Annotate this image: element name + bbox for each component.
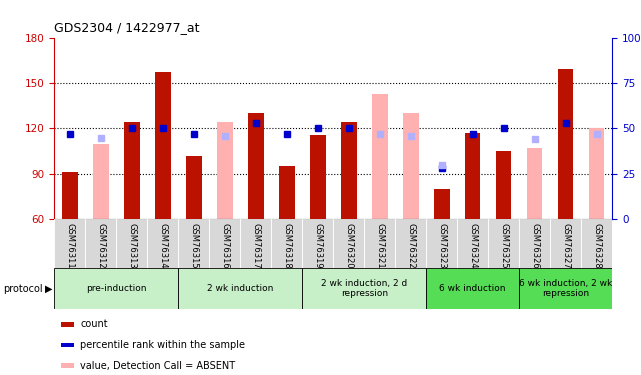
FancyBboxPatch shape — [54, 219, 85, 268]
Bar — [519, 268, 612, 309]
FancyBboxPatch shape — [426, 219, 457, 268]
Bar — [434, 189, 449, 219]
Bar — [558, 69, 574, 219]
Text: GSM76327: GSM76327 — [561, 223, 570, 269]
Text: GSM76317: GSM76317 — [251, 223, 260, 269]
FancyBboxPatch shape — [488, 219, 519, 268]
Bar — [426, 268, 519, 309]
FancyBboxPatch shape — [550, 219, 581, 268]
FancyBboxPatch shape — [178, 219, 210, 268]
Text: GSM76323: GSM76323 — [437, 223, 446, 269]
Bar — [434, 209, 449, 219]
Text: 6 wk induction, 2 wk
repression: 6 wk induction, 2 wk repression — [519, 279, 612, 298]
Text: GSM76314: GSM76314 — [158, 223, 167, 269]
Text: pre-induction: pre-induction — [86, 284, 147, 293]
Bar — [403, 113, 419, 219]
Bar — [178, 268, 303, 309]
Text: GSM76328: GSM76328 — [592, 223, 601, 269]
Text: GSM76322: GSM76322 — [406, 223, 415, 269]
Bar — [496, 151, 512, 219]
Text: GSM76315: GSM76315 — [189, 223, 199, 269]
FancyBboxPatch shape — [457, 219, 488, 268]
Bar — [303, 268, 426, 309]
Bar — [465, 133, 481, 219]
Bar — [186, 156, 202, 219]
Bar — [124, 122, 140, 219]
Text: GSM76325: GSM76325 — [499, 223, 508, 269]
FancyBboxPatch shape — [210, 219, 240, 268]
FancyBboxPatch shape — [395, 219, 426, 268]
Text: percentile rank within the sample: percentile rank within the sample — [81, 340, 246, 350]
Text: GSM76326: GSM76326 — [530, 223, 539, 269]
Bar — [54, 268, 178, 309]
Text: GSM76319: GSM76319 — [313, 223, 322, 269]
FancyBboxPatch shape — [271, 219, 303, 268]
Text: GSM76311: GSM76311 — [65, 223, 74, 269]
FancyBboxPatch shape — [581, 219, 612, 268]
Text: value, Detection Call = ABSENT: value, Detection Call = ABSENT — [81, 361, 236, 370]
Text: GSM76320: GSM76320 — [344, 223, 353, 269]
FancyBboxPatch shape — [117, 219, 147, 268]
Text: GSM76312: GSM76312 — [96, 223, 106, 269]
Bar — [527, 148, 542, 219]
Text: 2 wk induction: 2 wk induction — [207, 284, 274, 293]
Text: count: count — [81, 320, 108, 329]
FancyBboxPatch shape — [364, 219, 395, 268]
Bar — [155, 72, 171, 219]
Bar — [589, 129, 604, 219]
Bar — [372, 94, 388, 219]
Text: GSM76321: GSM76321 — [375, 223, 385, 269]
FancyBboxPatch shape — [333, 219, 364, 268]
Text: 6 wk induction: 6 wk induction — [440, 284, 506, 293]
FancyBboxPatch shape — [85, 219, 117, 268]
Bar — [279, 166, 295, 219]
Text: GSM76313: GSM76313 — [128, 223, 137, 269]
Bar — [341, 122, 356, 219]
FancyBboxPatch shape — [240, 219, 271, 268]
Bar — [217, 122, 233, 219]
Text: GSM76318: GSM76318 — [282, 223, 292, 269]
FancyBboxPatch shape — [519, 219, 550, 268]
Text: protocol: protocol — [3, 284, 43, 294]
Bar — [248, 113, 263, 219]
Text: GSM76316: GSM76316 — [221, 223, 229, 269]
Text: ▶: ▶ — [45, 284, 53, 294]
FancyBboxPatch shape — [147, 219, 178, 268]
Text: 2 wk induction, 2 d
repression: 2 wk induction, 2 d repression — [321, 279, 408, 298]
Bar — [93, 144, 109, 219]
Bar — [310, 135, 326, 219]
Text: GSM76324: GSM76324 — [468, 223, 478, 269]
Text: GDS2304 / 1422977_at: GDS2304 / 1422977_at — [54, 21, 200, 34]
FancyBboxPatch shape — [303, 219, 333, 268]
Bar — [62, 172, 78, 219]
